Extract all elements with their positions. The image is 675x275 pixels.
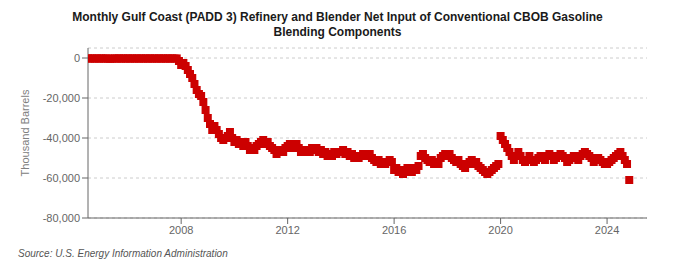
html-text:Source: U.S. Energy Informatio: Source: U.S. Energy Information Administ…: [18, 248, 228, 259]
svg-text:-40,000: -40,000: [43, 132, 80, 144]
svg-text:Thousand Barrels: Thousand Barrels: [19, 89, 31, 176]
svg-text:-80,000: -80,000: [43, 212, 80, 224]
svg-text:2020: 2020: [488, 224, 512, 236]
svg-text:2008: 2008: [169, 224, 193, 236]
svg-text:2016: 2016: [382, 224, 406, 236]
svg-text:2012: 2012: [275, 224, 299, 236]
html-text:Blending Components: Blending Components: [273, 25, 402, 39]
svg-text:0: 0: [74, 52, 80, 64]
svg-text:2024: 2024: [595, 224, 619, 236]
html-text:Monthly Gulf Coast (PADD 3) Re: Monthly Gulf Coast (PADD 3) Refinery and…: [72, 10, 603, 24]
svg-text:-60,000: -60,000: [43, 172, 80, 184]
svg-text:-20,000: -20,000: [43, 92, 80, 104]
